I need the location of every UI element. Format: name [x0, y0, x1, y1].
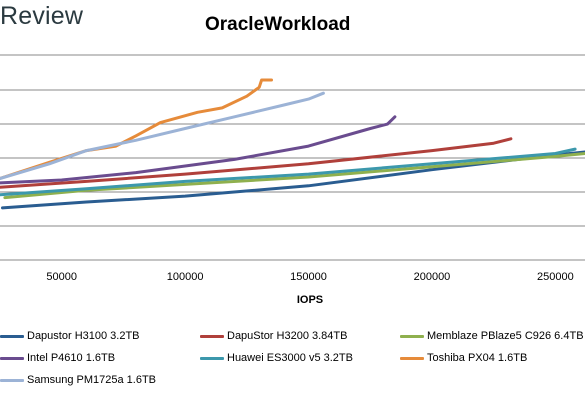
legend-item: Dapustor H3100 3.2TB: [0, 330, 140, 342]
x-tick-label: 100000: [167, 271, 204, 283]
legend-swatch: [200, 356, 224, 360]
legend-swatch: [400, 356, 424, 360]
legend-item: Samsung PM1725a 1.6TB: [0, 374, 156, 386]
x-tick-label: 250000: [537, 271, 574, 283]
legend-label: Samsung PM1725a 1.6TB: [27, 374, 157, 386]
x-axis-label: IOPS: [297, 294, 323, 306]
brand-logo-text: Review: [0, 2, 84, 30]
legend-item: DapuStor H3200 3.84TB: [200, 330, 347, 342]
x-tick-label: 200000: [414, 271, 451, 283]
legend-label: Memblaze PBlaze5 C926 6.4TB: [427, 330, 584, 342]
series-line-toshiba-px04-1-6tb: [0, 78, 273, 180]
chart-legend: Dapustor H3100 3.2TB DapuStor H3200 3.84T…: [0, 318, 585, 398]
x-tick-label: 150000: [290, 271, 327, 283]
legend-swatch: [200, 334, 224, 338]
series-line-huawei-es3000-v5-3-2tb: [0, 147, 577, 197]
legend-item: Toshiba PX04 1.6TB: [400, 352, 527, 364]
legend-label: Dapustor H3100 3.2TB: [27, 330, 140, 342]
legend-item: Intel P4610 1.6TB: [0, 352, 115, 364]
line-chart: 50000 100000 150000 200000 250000 IOPS: [0, 54, 585, 306]
chart-title: OracleWorkload: [205, 14, 351, 35]
legend-swatch: [0, 378, 24, 382]
series-line-intel-p4610-1-6tb: [0, 115, 397, 185]
series-line-dapustor-h3200-3-84tb: [0, 137, 513, 189]
series-line-samsung-pm1725a-1-6tb: [0, 91, 325, 180]
legend-item: Huawei ES3000 v5 3.2TB: [200, 352, 353, 364]
x-tick-label: 50000: [46, 271, 77, 283]
legend-label: DapuStor H3200 3.84TB: [227, 330, 348, 342]
legend-swatch: [400, 334, 424, 338]
legend-item: Memblaze PBlaze5 C926 6.4TB: [400, 330, 584, 342]
legend-swatch: [0, 356, 24, 360]
legend-swatch: [0, 334, 24, 338]
legend-label: Toshiba PX04 1.6TB: [427, 352, 528, 364]
legend-label: Huawei ES3000 v5 3.2TB: [227, 352, 353, 364]
legend-label: Intel P4610 1.6TB: [27, 352, 116, 364]
